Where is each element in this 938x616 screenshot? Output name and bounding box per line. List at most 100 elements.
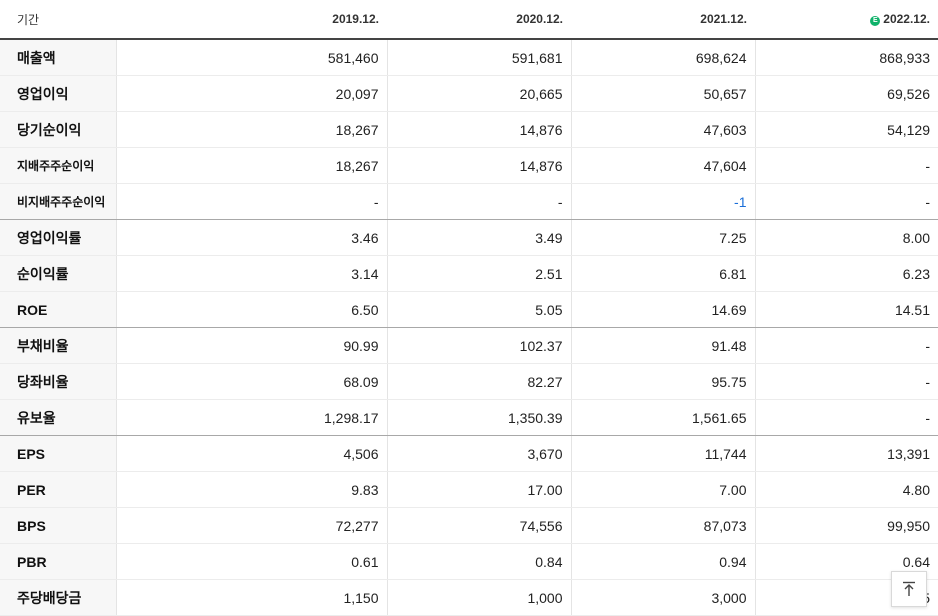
value-cell: 3.46 (115, 219, 387, 256)
period-header-2019: 2019.12. (116, 0, 387, 40)
row-label: PER (0, 471, 116, 508)
table-row: EPS 4,506 3,670 11,744 13,391 (0, 435, 938, 472)
value-cell: 69,526 (754, 75, 938, 112)
table-row: 영업이익 20,097 20,665 50,657 69,526 (0, 75, 938, 112)
value-cell: - (386, 183, 571, 220)
value-cell: 68.09 (115, 363, 387, 400)
table-row: 유보율 1,298.17 1,350.39 1,561.65- (0, 399, 938, 436)
value-cell: 20,097 (115, 75, 387, 112)
row-label: 지배주주순이익 (0, 147, 116, 184)
value-cell: -1 (570, 183, 755, 220)
value-cell: - (754, 183, 938, 220)
value-cell: 3,670 (386, 435, 571, 472)
value-cell: 20,665 (386, 75, 571, 112)
row-label: PBR (0, 543, 116, 580)
value-cell: 13,391 (754, 435, 938, 472)
value-cell: 99,950 (754, 507, 938, 544)
value-cell: 14,876 (386, 147, 571, 184)
row-label: 영업이익 (0, 75, 116, 112)
value-cell: 698,624 (570, 39, 755, 76)
value-cell: 14,876 (386, 111, 571, 148)
value-cell: 82.27 (386, 363, 571, 400)
value-cell: - (754, 399, 938, 436)
value-cell: 11,744 (570, 435, 755, 472)
value-cell: 0.94 (570, 543, 755, 580)
row-label: 당좌비율 (0, 363, 116, 400)
value-cell: 6.23 (754, 255, 938, 292)
scroll-to-top-button[interactable] (891, 571, 927, 607)
value-cell: 868,933 (754, 39, 938, 76)
value-cell: 0.84 (386, 543, 571, 580)
value-cell: 14.51 (754, 291, 938, 328)
value-cell: 18,267 (115, 147, 387, 184)
table-row: 순이익률 3.14 2.51 6.81 6.23 (0, 255, 938, 292)
value-cell: 2.51 (386, 255, 571, 292)
table-row: BPS 72,277 74,556 87,073 99,950 (0, 507, 938, 544)
value-cell: 5.05 (386, 291, 571, 328)
table-row: PER 9.83 17.00 7.00 4.80 (0, 471, 938, 508)
table-row: 당기순이익 18,267 14,876 47,603 54,129 (0, 111, 938, 148)
value-cell: 74,556 (386, 507, 571, 544)
value-cell: 14.69 (570, 291, 755, 328)
value-cell: 9.83 (115, 471, 387, 508)
value-cell: 4.80 (754, 471, 938, 508)
value-cell: 47,604 (570, 147, 755, 184)
value-cell: 1,150 (115, 579, 387, 616)
value-cell: - (754, 363, 938, 400)
table-row: 매출액 581,460 591,681 698,624 868,933 (0, 39, 938, 76)
value-cell: 87,073 (570, 507, 755, 544)
estimate-icon: E (870, 16, 881, 26)
value-cell: 1,561.65 (570, 399, 755, 436)
value-cell: 1,298.17 (115, 399, 387, 436)
value-cell: 90.99 (115, 327, 387, 364)
row-label: ROE (0, 291, 116, 328)
row-label: 당기순이익 (0, 111, 116, 148)
period-header-2022-label: 2022.12. (883, 12, 930, 26)
value-cell: 72,277 (115, 507, 387, 544)
table-row: 지배주주순이익 18,267 14,876 47,604- (0, 147, 938, 184)
value-cell: 591,681 (386, 39, 571, 76)
value-cell: 6.81 (570, 255, 755, 292)
row-label: 부채비율 (0, 327, 116, 364)
row-label: BPS (0, 507, 116, 544)
value-cell: 95.75 (570, 363, 755, 400)
value-cell: - (754, 147, 938, 184)
table-row: ROE 6.50 5.05 14.69 14.51 (0, 291, 938, 328)
row-label: 유보율 (0, 399, 116, 436)
row-label: 비지배주주순이익 (0, 183, 116, 220)
period-header-2022: E 2022.12. (755, 0, 938, 40)
value-cell: 6.50 (115, 291, 387, 328)
table-row: 당좌비율 68.09 82.27 95.75- (0, 363, 938, 400)
value-cell: 4,506 (115, 435, 387, 472)
value-cell: 50,657 (570, 75, 755, 112)
value-cell: 0.61 (115, 543, 387, 580)
value-cell: 581,460 (115, 39, 387, 76)
period-header-label: 기간 (0, 0, 116, 40)
table-row: PBR 0.61 0.84 0.94 0.64 (0, 543, 938, 580)
value-cell: 3.14 (115, 255, 387, 292)
value-cell: 47,603 (570, 111, 755, 148)
row-label: 매출액 (0, 39, 116, 76)
value-cell: 91.48 (570, 327, 755, 364)
value-cell: 7.25 (570, 219, 755, 256)
row-label: 영업이익률 (0, 219, 116, 256)
value-cell: 3,000 (570, 579, 755, 616)
row-label: EPS (0, 435, 116, 472)
table-row: 영업이익률 3.46 3.49 7.25 8.00 (0, 219, 938, 256)
value-cell: - (115, 183, 387, 220)
table-header-row: 기간 2019.12. 2020.12. 2021.12. E 2022.12. (0, 0, 938, 40)
value-cell: 17.00 (386, 471, 571, 508)
value-cell: - (754, 327, 938, 364)
value-cell: 1,000 (386, 579, 571, 616)
table-row: 비지배주주순이익 - - -1- (0, 183, 938, 220)
value-cell: 3.49 (386, 219, 571, 256)
value-cell: 8.00 (754, 219, 938, 256)
period-header-2021: 2021.12. (571, 0, 755, 40)
period-header-2020: 2020.12. (387, 0, 571, 40)
arrow-up-to-top-icon (903, 581, 915, 596)
value-cell: 7.00 (570, 471, 755, 508)
table-row: 부채비율 90.99 102.37 91.48- (0, 327, 938, 364)
value-cell: 1,350.39 (386, 399, 571, 436)
